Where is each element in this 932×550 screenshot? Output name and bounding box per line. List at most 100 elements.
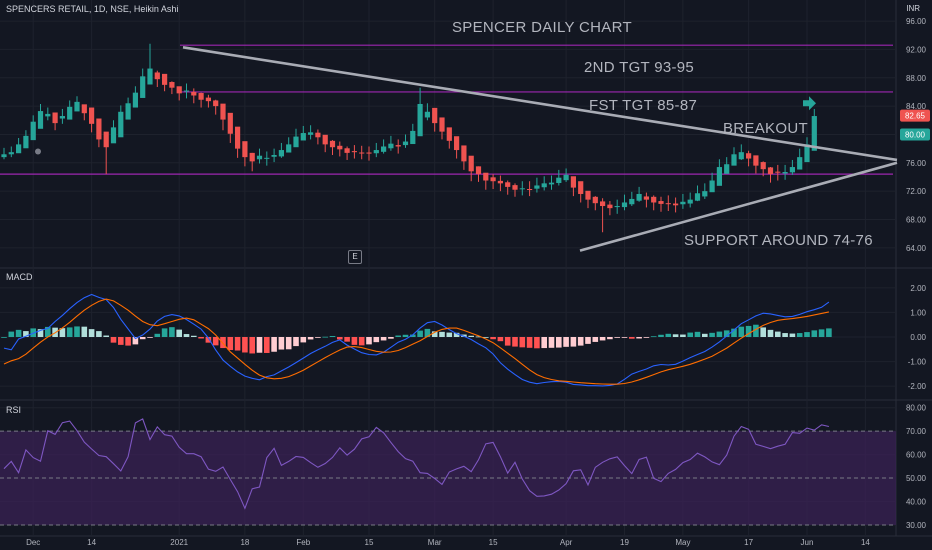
x-tick-label: Apr (560, 538, 573, 547)
macd-histogram-bar (490, 337, 496, 340)
candle-body (607, 204, 613, 209)
macd-histogram-bar (154, 333, 161, 337)
macd-histogram-bar (811, 330, 818, 337)
candle-body (1, 154, 7, 158)
candle-body (249, 152, 255, 162)
support-annotation: SUPPORT AROUND 74-76 (684, 232, 873, 249)
candle-body (439, 117, 445, 132)
candle-body (23, 135, 29, 149)
candle-body (198, 93, 204, 100)
candle-body (271, 155, 277, 157)
target1-annotation: FST TGT 85-87 (589, 97, 698, 114)
macd-histogram-bar (738, 326, 745, 337)
candle-body (227, 112, 233, 134)
macd-histogram-bar (431, 331, 438, 337)
candle-body (548, 182, 555, 185)
macd-histogram-bar (1, 337, 7, 338)
macd-histogram-bar (227, 337, 234, 351)
target2-annotation: 2ND TGT 93-95 (584, 59, 695, 76)
candle-body (746, 153, 752, 159)
candle-body (651, 196, 657, 203)
candle-body (89, 107, 95, 124)
macd-histogram-bar (556, 337, 562, 348)
candle-body (67, 106, 73, 120)
candle-body (344, 148, 350, 153)
macd-histogram-bar (395, 335, 401, 337)
macd-histogram-bar (789, 333, 796, 337)
candle-body (432, 107, 438, 124)
macd-histogram-bar (629, 337, 635, 339)
candle-body (454, 136, 460, 151)
candle-body (381, 146, 387, 152)
macd-histogram-bar (607, 337, 613, 340)
macd-histogram-bar (351, 337, 358, 345)
macd-histogram-bar (453, 332, 460, 337)
candle-body (183, 90, 190, 92)
resistance-trendline (182, 46, 898, 162)
candle-body (621, 202, 628, 208)
macd-histogram-bar (694, 331, 701, 337)
macd-histogram-bar (264, 337, 270, 353)
macd-y-tick-label: 0.00 (910, 333, 926, 342)
price-y-tick-label: 64.00 (906, 244, 927, 253)
candle-body (709, 180, 715, 193)
price-y-tick-label: 92.00 (906, 45, 927, 54)
candle-body (731, 154, 737, 166)
macd-histogram-bar (687, 332, 693, 337)
macd-histogram-bar (818, 329, 825, 337)
macd-histogram-bar (30, 328, 36, 337)
macd-histogram-bar (468, 335, 474, 337)
last-price-label: 82.65 (905, 112, 926, 121)
earnings-marker-icon[interactable]: E (348, 250, 362, 264)
candle-body (308, 132, 314, 135)
price-levels (0, 44, 893, 175)
x-tick-label: Mar (428, 538, 442, 547)
candle-body (74, 101, 80, 112)
macd-histogram-bar (709, 332, 715, 337)
candle-body (337, 145, 343, 150)
x-tick-label: May (675, 538, 690, 547)
axes: Dec 14 2021 18 Feb 15 Mar 15 Apr 19 May 17 Jun 14 96.0… (26, 17, 930, 547)
macd-histogram-bar (45, 326, 51, 337)
macd-histogram-bar (37, 329, 44, 337)
support-trendline (579, 161, 898, 252)
candle-body (242, 141, 248, 158)
macd-y-tick-label: 2.00 (910, 284, 926, 293)
x-tick-label: 18 (240, 538, 249, 547)
breakout-arrow-icon (803, 96, 816, 111)
macd-y-tick-label: -1.00 (908, 358, 927, 367)
macd-histogram-bar (723, 330, 730, 337)
macd-histogram-bar (344, 337, 350, 342)
candle-body (702, 191, 708, 197)
candle-body (205, 97, 211, 102)
x-tick-label: 15 (365, 538, 374, 547)
x-tick-label: 2021 (170, 538, 188, 547)
price-candles (1, 43, 817, 233)
candle-body (578, 181, 584, 194)
candle-body (782, 172, 788, 174)
macd-histogram-bar (139, 337, 146, 340)
candle-body (322, 134, 328, 145)
macd-histogram-bar (760, 327, 766, 337)
candle-body (753, 155, 759, 166)
macd-histogram-bar (23, 331, 29, 337)
rsi-y-tick-label: 70.00 (906, 427, 927, 436)
candle-body (286, 144, 292, 153)
candle-body (519, 188, 525, 190)
x-tick-label: Dec (26, 538, 40, 547)
macd-histogram-bar (271, 337, 277, 352)
chart-header: SPENCERS RETAIL, 1D, NSE, Heikin Ashi (6, 4, 179, 14)
macd-histogram-bar (249, 337, 255, 354)
macd-histogram-bar (278, 337, 285, 350)
macd-histogram-bar (293, 337, 299, 347)
macd-histogram-bar (285, 337, 292, 350)
macd-histogram-bar (96, 331, 102, 337)
candle-body (716, 167, 722, 186)
candle-body (497, 180, 503, 184)
candle-body (775, 171, 781, 173)
candle-body (483, 172, 489, 181)
macd-histogram-bar (110, 337, 117, 343)
candle-body (118, 111, 124, 138)
candle-body (665, 203, 671, 205)
